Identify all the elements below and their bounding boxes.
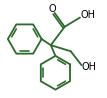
Text: O: O bbox=[49, 4, 56, 14]
Text: OH: OH bbox=[80, 10, 95, 20]
Text: OH: OH bbox=[82, 62, 97, 72]
